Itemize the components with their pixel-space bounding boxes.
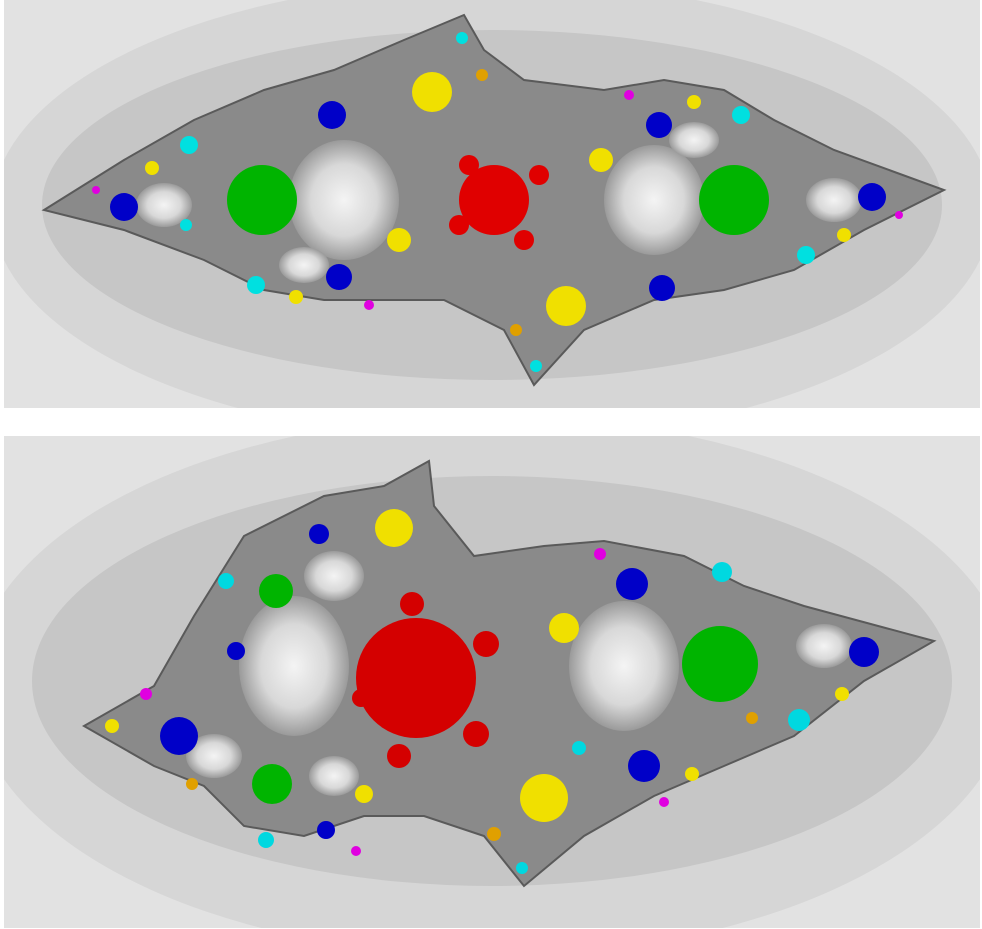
red-bulb bbox=[463, 721, 489, 747]
magenta-bulb bbox=[895, 211, 903, 219]
blue-bulb bbox=[849, 637, 879, 667]
magenta-bulb bbox=[364, 300, 374, 310]
blue-bulb bbox=[317, 821, 335, 839]
julia-fractal-top bbox=[4, 0, 980, 408]
orange-bulb bbox=[746, 712, 758, 724]
void-far-right bbox=[806, 178, 862, 222]
orange-bulb bbox=[510, 324, 522, 336]
blue-bulb bbox=[160, 717, 198, 755]
cyan-bulb bbox=[247, 276, 265, 294]
magenta-bulb bbox=[140, 688, 152, 700]
cyan-bulb bbox=[180, 136, 198, 154]
julia-fractal-top-panel bbox=[4, 0, 980, 408]
void-small-4 bbox=[309, 756, 359, 796]
blue-bulb bbox=[858, 183, 886, 211]
fractal-body bbox=[81, 459, 937, 888]
blue-bulb bbox=[649, 275, 675, 301]
red-bulb-main bbox=[356, 618, 476, 738]
green-bulb-right bbox=[682, 626, 758, 702]
red-bulb bbox=[352, 689, 370, 707]
red-bulb bbox=[387, 744, 411, 768]
julia-fractal-bottom bbox=[4, 436, 980, 928]
magenta-bulb bbox=[92, 186, 100, 194]
yellow-bulb bbox=[289, 290, 303, 304]
blue-bulb bbox=[227, 642, 245, 660]
blue-bulb bbox=[628, 750, 660, 782]
void-right bbox=[604, 145, 704, 255]
void-small-2 bbox=[669, 122, 719, 158]
void-far-left bbox=[136, 183, 192, 227]
yellow-bulb bbox=[355, 785, 373, 803]
blue-bulb bbox=[309, 524, 329, 544]
yellow-bulb bbox=[520, 774, 568, 822]
orange-bulb bbox=[476, 69, 488, 81]
magenta-bulb bbox=[659, 797, 669, 807]
void-small-1 bbox=[304, 551, 364, 601]
blue-bulb bbox=[616, 568, 648, 600]
cyan-bulb bbox=[456, 32, 468, 44]
void-left bbox=[289, 140, 399, 260]
void-right bbox=[569, 601, 679, 731]
cyan-bulb bbox=[218, 573, 234, 589]
cyan-bulb bbox=[180, 219, 192, 231]
red-bulb bbox=[400, 592, 424, 616]
orange-bulb bbox=[186, 778, 198, 790]
red-bulb bbox=[514, 230, 534, 250]
magenta-bulb bbox=[351, 846, 361, 856]
red-bulb-main bbox=[459, 165, 529, 235]
yellow-bulb bbox=[589, 148, 613, 172]
julia-fractal-bottom-panel bbox=[4, 436, 980, 928]
yellow-bulb bbox=[412, 72, 452, 112]
yellow-bulb bbox=[835, 687, 849, 701]
cyan-bulb bbox=[797, 246, 815, 264]
green-bulb bbox=[259, 574, 293, 608]
blue-bulb bbox=[646, 112, 672, 138]
blue-bulb bbox=[326, 264, 352, 290]
cyan-bulb bbox=[732, 106, 750, 124]
cyan-bulb bbox=[788, 709, 810, 731]
yellow-bulb bbox=[387, 228, 411, 252]
void-small-3 bbox=[186, 734, 242, 778]
yellow-bulb bbox=[145, 161, 159, 175]
void-small-2 bbox=[796, 624, 852, 668]
cyan-bulb bbox=[530, 360, 542, 372]
yellow-bulb bbox=[375, 509, 413, 547]
green-bulb-left bbox=[227, 165, 297, 235]
green-bulb bbox=[252, 764, 292, 804]
void-left bbox=[239, 596, 349, 736]
magenta-bulb bbox=[594, 548, 606, 560]
red-bulb bbox=[449, 215, 469, 235]
orange-bulb bbox=[487, 827, 501, 841]
red-bulb bbox=[529, 165, 549, 185]
cyan-bulb bbox=[516, 862, 528, 874]
yellow-bulb bbox=[549, 613, 579, 643]
yellow-bulb bbox=[837, 228, 851, 242]
cyan-bulb bbox=[572, 741, 586, 755]
blue-bulb bbox=[110, 193, 138, 221]
void-small-1 bbox=[279, 247, 329, 283]
yellow-bulb bbox=[687, 95, 701, 109]
cyan-bulb bbox=[712, 562, 732, 582]
blue-bulb bbox=[318, 101, 346, 129]
red-bulb bbox=[459, 155, 479, 175]
yellow-bulb bbox=[105, 719, 119, 733]
yellow-bulb bbox=[685, 767, 699, 781]
green-bulb-right bbox=[699, 165, 769, 235]
red-bulb bbox=[473, 631, 499, 657]
cyan-bulb bbox=[258, 832, 274, 848]
yellow-bulb bbox=[546, 286, 586, 326]
magenta-bulb bbox=[624, 90, 634, 100]
